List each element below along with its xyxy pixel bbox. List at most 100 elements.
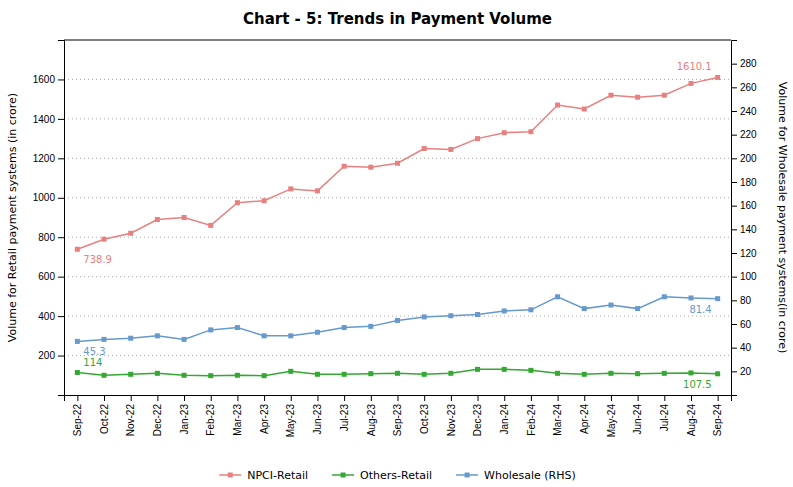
tick-mark [211, 395, 212, 401]
tick-label: 260 [740, 82, 757, 93]
tick-label: Apr-23 [259, 404, 270, 434]
y-tick: 100 [731, 271, 757, 282]
tick-label: May-23 [285, 404, 296, 438]
marker [128, 231, 133, 236]
y-tick: 600 [38, 271, 64, 282]
tick-mark [731, 300, 737, 301]
marker [608, 303, 613, 308]
tick-mark [504, 395, 505, 401]
marker [182, 215, 187, 220]
grid-line [64, 118, 731, 119]
tick-label: Feb-23 [205, 404, 216, 436]
x-tick: Dec-22 [152, 395, 163, 436]
marker [128, 336, 133, 341]
marker [182, 373, 187, 378]
x-tick: Sep-23 [392, 395, 403, 436]
marker [448, 147, 453, 152]
annotation: 45.3 [83, 346, 105, 357]
annotations: 738.91610.1114107.545.381.4 [83, 61, 711, 389]
legend-marker [228, 473, 233, 478]
tick-mark [58, 119, 64, 120]
x-tick: Feb-24 [526, 395, 537, 436]
tick-label: Jul-23 [339, 404, 350, 432]
y-tick: 180 [731, 177, 757, 188]
marker [422, 372, 427, 377]
marker [635, 371, 640, 376]
x-tick: Mar-24 [552, 395, 563, 436]
marker [582, 306, 587, 311]
marker [102, 237, 107, 242]
marker [208, 373, 213, 378]
tick-label: Jun-23 [312, 404, 323, 435]
tick-mark [558, 395, 559, 401]
line [77, 297, 717, 342]
tick-label: 800 [38, 232, 55, 243]
tick-mark [371, 395, 372, 401]
tick-mark [58, 158, 64, 159]
marker [102, 373, 107, 378]
tick-label: Sep-22 [72, 404, 83, 437]
tick-mark [731, 324, 737, 325]
marker [155, 333, 160, 338]
x-tick: Sep-22 [72, 395, 83, 436]
grid-line [64, 79, 731, 80]
x-tick: Oct-22 [99, 395, 110, 434]
tick-mark [478, 395, 479, 401]
x-tick: Apr-23 [259, 395, 270, 434]
y-tick: 120 [731, 248, 757, 259]
marker [395, 318, 400, 323]
y-tick: 1600 [33, 74, 64, 85]
marker [342, 164, 347, 169]
marker [662, 93, 667, 98]
marker [262, 333, 267, 338]
x-tick: Mar-23 [232, 395, 243, 436]
tick-mark [611, 395, 612, 401]
marker [502, 367, 507, 372]
marker [208, 327, 213, 332]
marker [582, 107, 587, 112]
tick-label: Apr-24 [579, 404, 590, 434]
marker [715, 75, 720, 80]
y-tick: 20 [731, 366, 752, 377]
tick-label: 1600 [33, 74, 56, 85]
legend-marker [341, 473, 346, 478]
marker [155, 371, 160, 376]
x-tick: Sep-24 [712, 395, 723, 436]
marker [342, 325, 347, 330]
tick-label: 1400 [33, 114, 56, 125]
x-tick: May-23 [285, 395, 296, 437]
tick-label: Mar-24 [552, 404, 563, 436]
tick-mark [398, 395, 399, 401]
marker [262, 198, 267, 203]
axis-line [58, 41, 65, 396]
line [77, 77, 717, 249]
tick-mark [691, 395, 692, 401]
tick-mark [584, 395, 585, 401]
y2-axis-title: Volume for Wholesale payment systems(in … [776, 82, 789, 353]
tick-label: Mar-23 [232, 404, 243, 436]
tick-label: 1200 [33, 153, 56, 164]
tick-label: Aug-24 [686, 404, 697, 437]
tick-mark [731, 87, 737, 88]
y-tick: 1400 [33, 114, 64, 125]
line [77, 369, 717, 375]
legend: NPCI-RetailOthers-RetailWholesale (RHS) [219, 469, 576, 482]
marker [475, 312, 480, 317]
marker [662, 371, 667, 376]
legend-label: Others-Retail [360, 469, 432, 482]
grid-line [64, 158, 731, 159]
tick-label: 60 [740, 319, 752, 330]
tick-mark [638, 395, 639, 401]
tick-label: Sep-23 [392, 404, 403, 437]
marker [528, 307, 533, 312]
marker [448, 371, 453, 376]
annotation: 107.5 [683, 379, 712, 390]
marker [208, 223, 213, 228]
axis-line [65, 396, 732, 402]
marker [262, 373, 267, 378]
marker [75, 370, 80, 375]
marker [182, 337, 187, 342]
tick-mark [104, 395, 105, 401]
y-tick: 200 [731, 153, 757, 164]
annotation: 81.4 [689, 304, 711, 315]
